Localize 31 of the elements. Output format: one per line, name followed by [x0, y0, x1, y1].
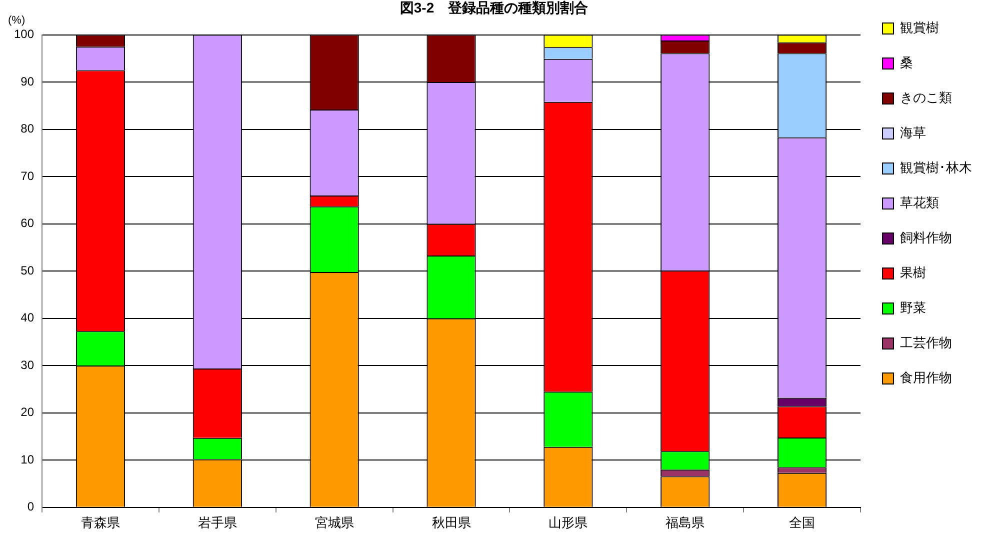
legend-label: 桑 — [900, 55, 913, 70]
legend-label: 草花類 — [900, 195, 939, 210]
legend-label: 工芸作物 — [900, 335, 952, 350]
x-tick-label: 青森県 — [80, 514, 120, 530]
y-tick-label: 70 — [20, 168, 34, 183]
y-tick-label: 30 — [20, 358, 34, 372]
x-tick-label: 宮城県 — [314, 514, 354, 530]
x-tick-label: 全国 — [789, 514, 816, 530]
legend-label: 果樹 — [900, 265, 926, 280]
legend-label: 飼料作物 — [900, 230, 952, 246]
legend-label: 観賞樹 — [900, 20, 939, 36]
legend-label: 野菜 — [900, 300, 926, 316]
y-tick-label: 60 — [20, 216, 34, 230]
y-tick-label: 80 — [20, 122, 34, 136]
y-tick-label: 10 — [20, 452, 34, 466]
y-tick-label: 20 — [20, 405, 34, 420]
y-tick-label: 40 — [20, 310, 34, 325]
legend-label: きのこ類 — [900, 90, 952, 106]
x-tick-label: 山形県 — [548, 514, 588, 530]
y-tick-label: 90 — [20, 74, 34, 88]
chart-title: 図3-2 登録品種の種類別割合 — [400, 0, 588, 16]
legend-label: 食用作物 — [900, 370, 952, 386]
x-tick-label: 秋田県 — [432, 514, 471, 530]
x-tick-label: 福島県 — [666, 514, 705, 530]
y-axis-title: (%) — [8, 14, 26, 26]
y-tick-label: 0 — [27, 500, 34, 514]
y-tick-label: 50 — [20, 263, 34, 278]
y-tick-label: 100 — [14, 27, 34, 42]
x-tick-label: 岩手県 — [198, 514, 237, 530]
legend-label: 海草 — [900, 125, 926, 140]
legend-label: 観賞樹･林木 — [900, 160, 972, 176]
